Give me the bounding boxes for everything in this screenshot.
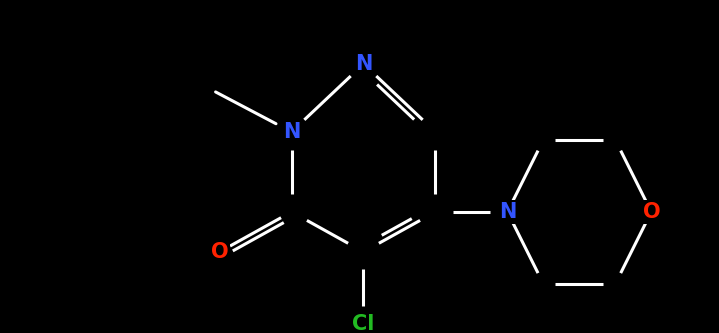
Text: N: N (283, 122, 301, 142)
Text: O: O (211, 242, 229, 262)
Text: N: N (499, 202, 516, 222)
Text: O: O (643, 202, 660, 222)
Text: Cl: Cl (352, 314, 375, 333)
Text: N: N (354, 54, 372, 74)
